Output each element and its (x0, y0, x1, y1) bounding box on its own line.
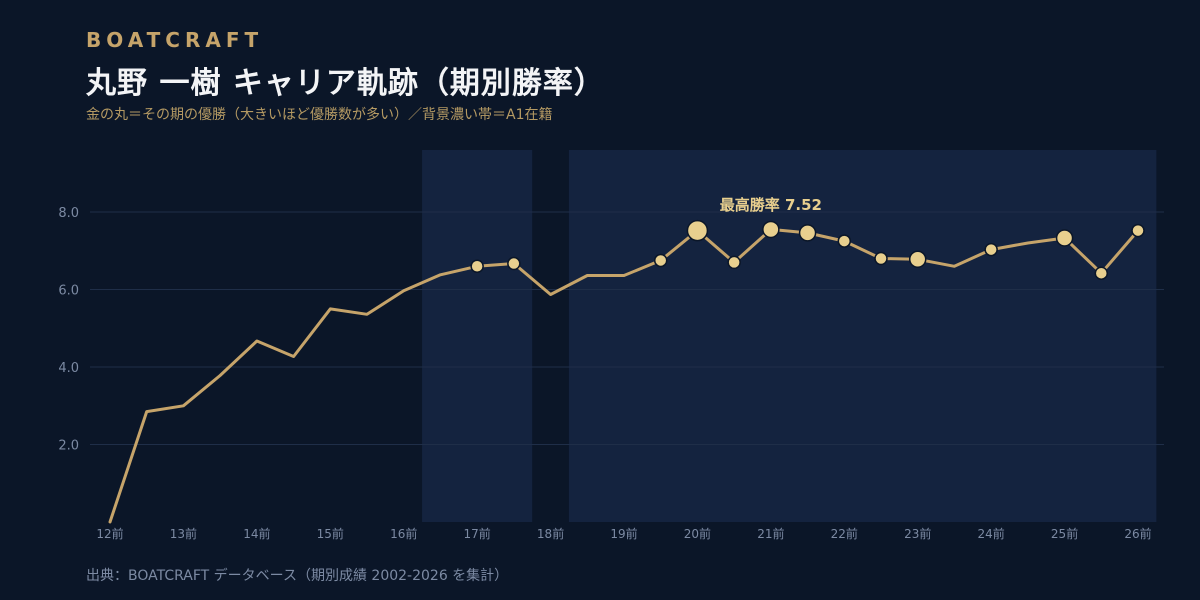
x-tick-label: 12前 (96, 526, 123, 541)
championship-marker (507, 256, 521, 271)
x-tick-label: 24前 (978, 526, 1005, 541)
championship-marker (1094, 266, 1109, 280)
y-tick-label: 6.0 (58, 284, 79, 299)
championship-marker (762, 220, 780, 239)
championship-marker (686, 219, 709, 242)
championship-marker (1131, 223, 1145, 238)
peak-annotation: 最高勝率 7.52 (720, 196, 822, 214)
source-note: 出典：BOATCRAFT データベース（期別成績 2002-2026 を集計） (86, 568, 509, 584)
grid-lines (90, 211, 1164, 445)
x-axis-ticks: 12前 13前 14前 15前 16前 17前 18前 19前 20前 21前 22前 23前 24前 2… (96, 526, 1151, 541)
annotation-layer: 最高勝率 7.52 (720, 196, 822, 214)
championship-marker (653, 253, 668, 268)
y-tick-label: 8.0 (58, 206, 79, 221)
championship-marker (1055, 229, 1074, 247)
x-tick-label: 22前 (831, 526, 858, 541)
x-tick-label: 19前 (610, 526, 637, 541)
x-tick-label: 20前 (684, 526, 711, 541)
win-rate-line (108, 227, 1140, 524)
x-tick-label: 13前 (170, 526, 197, 541)
a1-band-1 (568, 150, 1157, 522)
x-tick-label: 15前 (317, 526, 344, 541)
championship-marker (727, 255, 741, 270)
chart-title: 丸野 一樹 キャリア軌跡（期別勝率） (86, 66, 605, 101)
x-tick-label: 18前 (537, 526, 564, 541)
x-tick-label: 16前 (390, 526, 417, 541)
y-tick-label: 4.0 (58, 361, 79, 376)
chart-subtitle: 金の丸＝その期の優勝（大きいほど優勝数が多い）／背景濃い帯＝A1在籍 (86, 107, 553, 123)
x-tick-label: 21前 (757, 526, 784, 541)
y-tick-label: 2.0 (58, 439, 79, 454)
a1-band-0 (422, 150, 533, 522)
y-axis-ticks: 2.0 4.0 6.0 8.0 (58, 206, 79, 454)
x-tick-label: 17前 (464, 526, 491, 541)
x-tick-label: 23前 (904, 526, 931, 541)
championship-marker (837, 234, 852, 248)
championship-marker (798, 224, 817, 242)
x-tick-label: 25前 (1051, 526, 1078, 541)
championship-marker (874, 251, 888, 266)
championship-marker (984, 242, 998, 257)
championship-marker (470, 259, 484, 273)
brand-label: BOATCRAFT (86, 28, 264, 52)
championship-marker (908, 250, 927, 269)
championship-markers (470, 219, 1145, 280)
x-tick-label: 26前 (1124, 526, 1151, 541)
x-tick-label: 14前 (243, 526, 270, 541)
win-rate-series (108, 227, 1140, 524)
